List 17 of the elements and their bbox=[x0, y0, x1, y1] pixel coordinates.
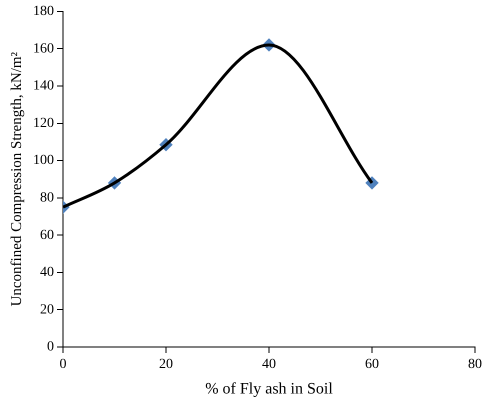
y-tick-label: 20 bbox=[40, 302, 54, 318]
y-axis-title: Unconfined Compression Strength, kN/m² bbox=[8, 51, 25, 306]
y-tick-label: 160 bbox=[33, 41, 54, 56]
x-tick-label: 40 bbox=[262, 357, 276, 372]
y-tick-label: 80 bbox=[40, 190, 54, 206]
y-tick-label: 60 bbox=[40, 228, 54, 243]
x-tick-label: 0 bbox=[60, 357, 66, 372]
y-tick-label: 0 bbox=[47, 340, 54, 355]
x-tick-label: 80 bbox=[468, 357, 482, 372]
x-tick-label: 20 bbox=[159, 357, 173, 372]
y-tick-label: 120 bbox=[33, 116, 54, 131]
x-axis-title: % of Fly ash in Soil bbox=[205, 380, 334, 398]
y-tick-label: 100 bbox=[33, 153, 54, 168]
y-tick-label: 40 bbox=[40, 265, 54, 280]
y-tick-label: 180 bbox=[33, 4, 54, 20]
y-tick-label: 140 bbox=[33, 78, 54, 94]
x-tick-label: 60 bbox=[365, 357, 379, 372]
